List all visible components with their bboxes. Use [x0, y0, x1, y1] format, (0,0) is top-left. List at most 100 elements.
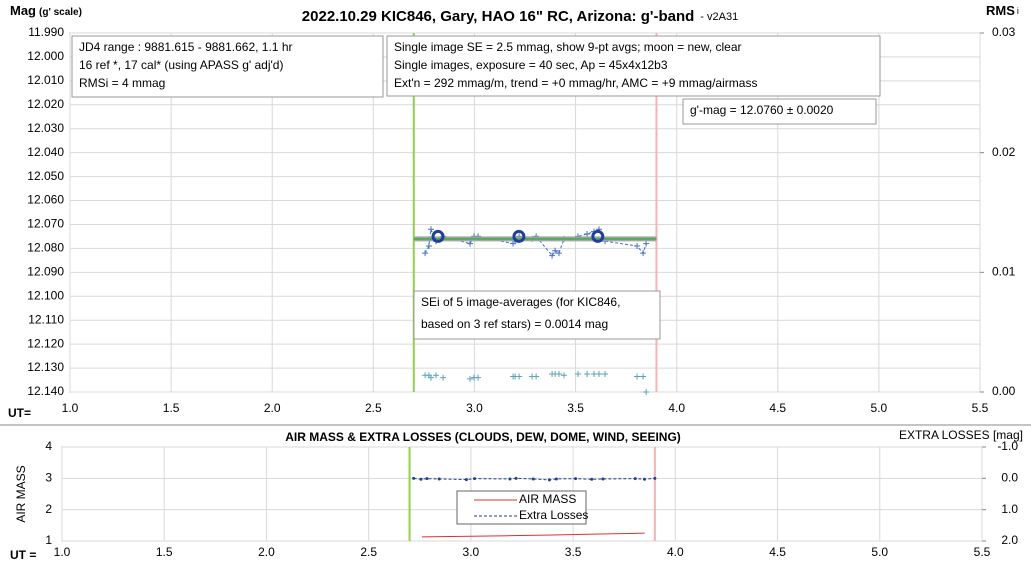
x-tick-label: 1.0 [54, 545, 71, 559]
y-tick-label: 2 [45, 502, 52, 516]
point-marker [547, 478, 551, 482]
plus-marker [640, 373, 647, 380]
plus-marker [466, 240, 473, 247]
x-tick-label: 3.0 [466, 401, 483, 415]
y2-label-sub: i [1017, 6, 1019, 16]
y-tick-label: 12.130 [27, 360, 64, 374]
average-marker [591, 229, 605, 243]
y-tick-label: 12.030 [27, 121, 64, 135]
y-tick-label: 12.120 [27, 336, 64, 350]
y-tick-label: 12.140 [27, 384, 64, 398]
plus-marker [433, 372, 440, 379]
y-axis-label: Mag (g' scale) [10, 3, 82, 18]
annotation-text: 16 ref *, 17 cal* (using APASS g' adj'd) [79, 58, 283, 72]
annotation-box [413, 290, 661, 340]
y-tick-label: 12.020 [27, 97, 64, 111]
x-tick-label: 2.0 [264, 401, 281, 415]
y-tick-label: 12.050 [27, 169, 64, 183]
y-tick-label: 12.070 [27, 217, 64, 231]
plus-marker [574, 371, 581, 378]
y2-tick-label: 2.0 [1001, 533, 1018, 547]
point-marker [653, 476, 657, 480]
plus-marker [466, 375, 473, 382]
x-axis-label: UT = [10, 548, 36, 562]
point-marker [508, 477, 512, 481]
annotation-text: based on 3 ref stars) = 0.0014 mag [421, 317, 608, 331]
chart-title: AIR MASS & EXTRA LOSSES (CLOUDS, DEW, DO… [285, 430, 681, 444]
plus-marker [596, 371, 603, 378]
x-tick-label: 5.5 [974, 545, 991, 559]
annotation-text: SEi of 5 image-averages (for KIC846, [421, 295, 620, 309]
annotation-text: JD4 range : 9881.615 - 9881.662, 1.1 hr [79, 40, 293, 54]
point-marker [425, 477, 429, 481]
series-line [413, 477, 655, 481]
annotation-text: Single images, exposure = 40 sec, Ap = 4… [394, 58, 668, 72]
point-marker [554, 477, 558, 481]
series-line [421, 532, 645, 538]
x-tick-label: 5.0 [871, 401, 888, 415]
y-tick-label: 12.090 [27, 265, 64, 279]
annotation-text: Single image SE = 2.5 mmag, show 9-pt av… [394, 40, 742, 54]
chart-title: 2022.10.29 KIC846, Gary, HAO 16" RC, Ari… [302, 8, 738, 25]
plus-marker [425, 243, 432, 250]
plus-marker [555, 250, 562, 257]
annotation-box [71, 35, 384, 98]
point-marker [574, 477, 578, 481]
y-label-main: Mag [10, 3, 36, 18]
point-marker [590, 477, 594, 481]
y-tick-label: 12.040 [27, 145, 64, 159]
y2-tick-label: 0.02 [992, 145, 1016, 159]
point-marker [419, 477, 423, 481]
y-tick-label: 12.060 [27, 193, 64, 207]
y2-tick-label: 0.03 [992, 25, 1016, 39]
point-marker [514, 476, 518, 480]
annotation-box [386, 35, 881, 97]
y-tick-label: 12.080 [27, 241, 64, 255]
y-tick-label: 3 [45, 471, 52, 485]
point-marker [473, 477, 477, 481]
y-tick-label: 4 [45, 439, 52, 453]
point-marker [412, 476, 416, 480]
y2-axis-label: RMS i [986, 3, 1019, 18]
plus-marker [590, 371, 597, 378]
plus-marker [427, 226, 434, 233]
point-marker [437, 477, 441, 481]
plus-marker [516, 373, 523, 380]
point-marker [601, 477, 605, 481]
subtitle-text: - v2A31 [700, 11, 738, 23]
x-tick-label: 4.5 [769, 545, 786, 559]
legend-label: AIR MASS [519, 492, 576, 506]
average-marker [431, 229, 445, 243]
annotation-text: g'-mag = 12.0760 ± 0.0020 [690, 103, 834, 117]
plus-marker [549, 252, 556, 259]
x-tick-label: 1.5 [163, 401, 180, 415]
plus-marker [584, 231, 591, 238]
y-tick-label: 12.010 [27, 73, 64, 87]
average-marker [512, 229, 526, 243]
x-tick-label: 4.0 [668, 401, 685, 415]
x-tick-label: 5.0 [871, 545, 888, 559]
plus-marker [640, 250, 647, 257]
x-tick-label: 4.0 [667, 545, 684, 559]
y-label-sub: (g' scale) [39, 7, 82, 18]
plus-marker [440, 374, 447, 381]
y2-axis-label: EXTRA LOSSES [mag] [899, 428, 1023, 442]
plus-marker [643, 240, 650, 247]
x-tick-label: 2.0 [258, 545, 275, 559]
legend-box [456, 490, 587, 525]
plus-marker [634, 373, 641, 380]
y2-tick-label: 1.0 [1001, 502, 1018, 516]
y2-tick-label: 0.00 [992, 384, 1016, 398]
plus-marker [584, 371, 591, 378]
legend-label: Extra Losses [519, 508, 588, 522]
x-axis-label: UT= [8, 406, 31, 420]
annotation-text: RMSi = 4 mmag [79, 76, 165, 90]
x-tick-label: 5.5 [972, 401, 989, 415]
x-tick-label: 3.5 [567, 401, 584, 415]
y2-tick-label: 0.0 [1001, 471, 1018, 485]
x-tick-label: 4.5 [769, 401, 786, 415]
plus-marker [555, 371, 562, 378]
y-tick-label: 12.110 [28, 312, 64, 326]
x-tick-label: 2.5 [365, 401, 382, 415]
